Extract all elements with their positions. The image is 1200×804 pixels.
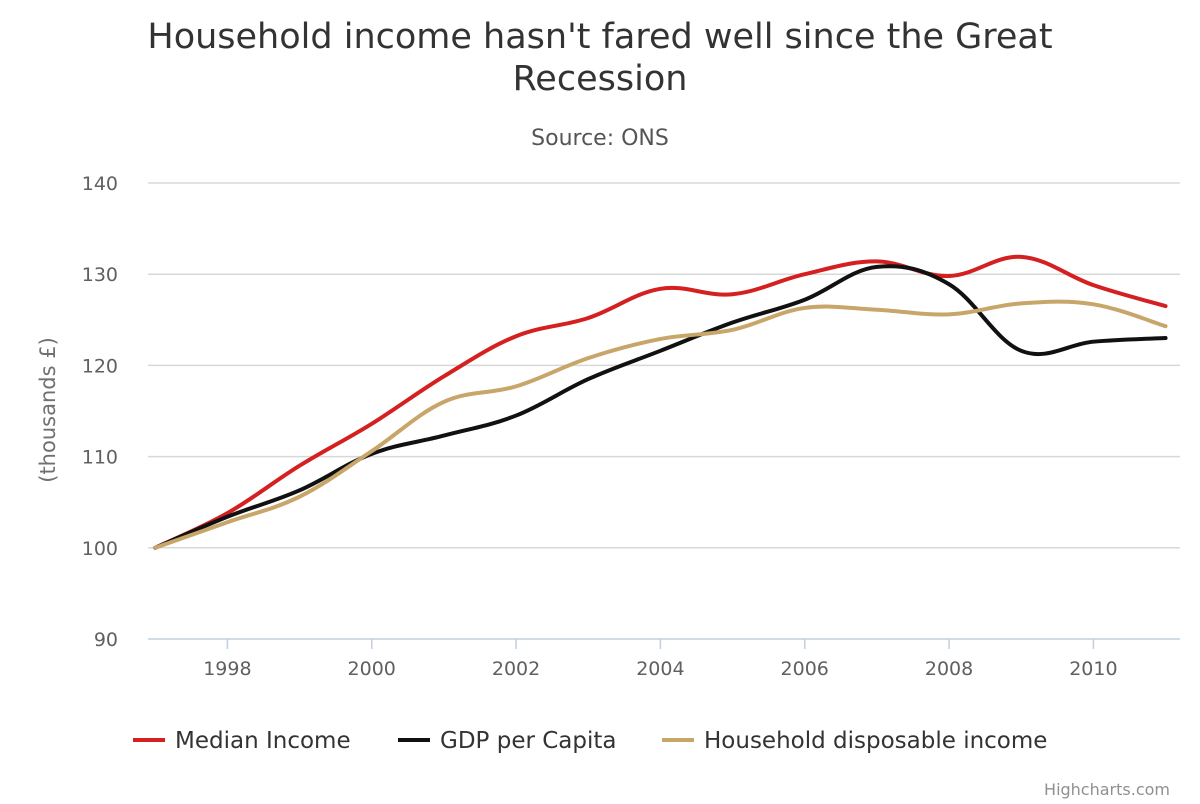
- legend-item-0[interactable]: Median Income: [133, 728, 351, 754]
- y-tick-label: 90: [94, 629, 118, 651]
- chart-subtitle: Source: ONS: [531, 126, 669, 151]
- x-tick-label: 2002: [492, 658, 540, 680]
- chart-title-line-2: Recession: [513, 59, 688, 99]
- y-tick-label: 100: [82, 538, 118, 560]
- x-tick-label: 1998: [203, 658, 251, 680]
- y-axis-label: (thousands £): [36, 337, 60, 483]
- y-tick-label: 140: [82, 173, 118, 195]
- legend-item-1[interactable]: GDP per Capita: [398, 728, 617, 754]
- legend: Median Income GDP per Capita Household dis…: [133, 728, 1047, 754]
- y-tick-label: 110: [82, 447, 118, 469]
- chart-title-line-1: Household income hasn't fared well since…: [147, 17, 1052, 57]
- y-axis-ticks: 90 100 110 120 130 140: [82, 173, 118, 651]
- credits-link[interactable]: Highcharts.com: [1044, 780, 1170, 799]
- y-tick-label: 130: [82, 264, 118, 286]
- legend-label: Household disposable income: [704, 728, 1047, 754]
- x-tick-label: 2006: [781, 658, 829, 680]
- x-axis: 1998 2000 2002 2004 2006 2008 2010: [148, 638, 1180, 680]
- series-line-1[interactable]: [153, 264, 1168, 550]
- x-tick-label: 2000: [348, 658, 396, 680]
- legend-label: GDP per Capita: [440, 728, 617, 754]
- x-tick-label: 2004: [636, 658, 684, 680]
- series-line-0[interactable]: [153, 254, 1168, 550]
- legend-label: Median Income: [175, 728, 351, 754]
- grid-lines: [148, 182, 1180, 549]
- legend-item-2[interactable]: Household disposable income: [662, 728, 1047, 754]
- series-line-2[interactable]: [153, 299, 1168, 550]
- x-tick-label: 2010: [1069, 658, 1117, 680]
- series-lines: [153, 254, 1168, 550]
- y-tick-label: 120: [82, 355, 118, 377]
- x-tick-label: 2008: [925, 658, 973, 680]
